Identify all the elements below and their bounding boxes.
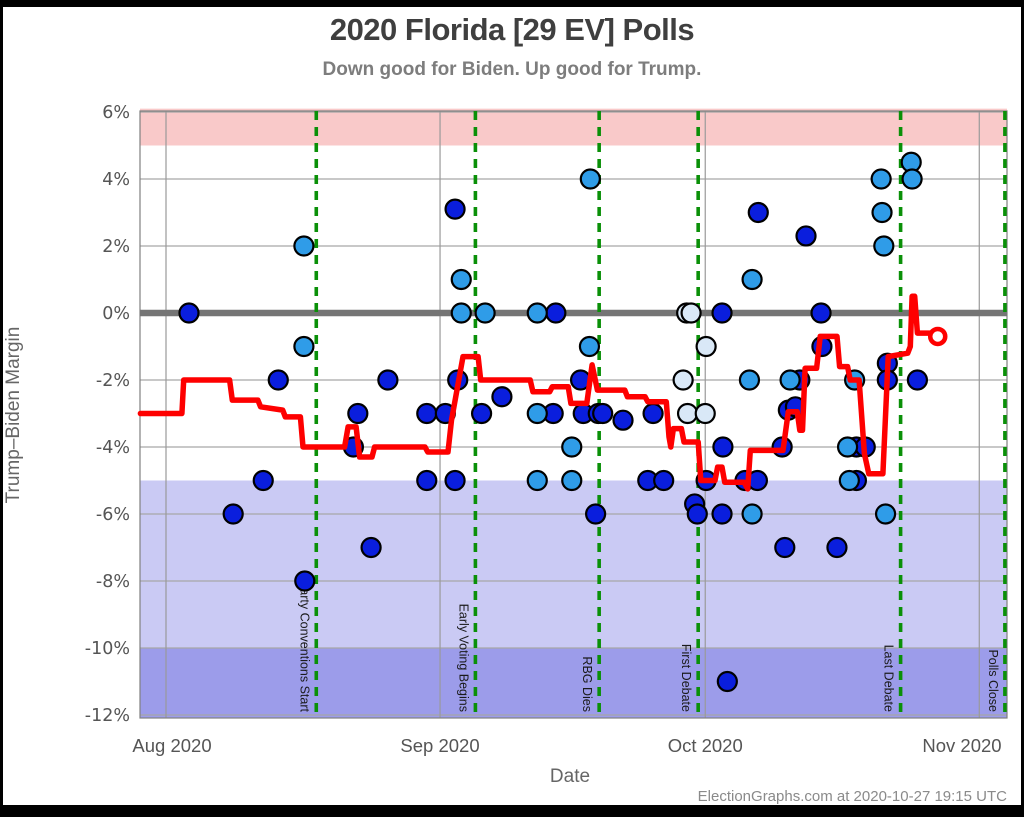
poll-point-polls-dark-blue <box>416 402 438 425</box>
event-label-last-debate: Last Debate <box>882 645 896 712</box>
poll-point-polls-dark-blue <box>416 469 438 492</box>
footer-credit: ElectionGraphs.com at 2020-10-27 19:15 U… <box>697 788 1007 805</box>
x-tick-label: Sep 2020 <box>400 735 479 756</box>
poll-point-polls-pale-blue <box>680 302 702 324</box>
poll-point-polls-light-blue <box>838 469 860 492</box>
poll-point-polls-dark-blue <box>592 402 614 425</box>
poll-point-polls-light-blue <box>579 168 601 190</box>
x-tick-label: Nov 2020 <box>922 735 1001 756</box>
poll-point-polls-light-blue <box>874 503 897 525</box>
poll-point-polls-dark-blue <box>585 503 607 525</box>
event-label-polls-close: Polls Close <box>986 649 1000 712</box>
poll-point-polls-dark-blue <box>826 536 848 559</box>
poll-point-polls-light-blue <box>836 436 859 458</box>
poll-point-polls-light-blue <box>741 268 763 291</box>
poll-point-polls-light-blue <box>526 402 548 425</box>
poll-point-polls-dark-blue <box>347 402 369 425</box>
poll-point-polls-dark-blue <box>294 570 316 592</box>
poll-point-polls-dark-blue <box>377 369 399 391</box>
poll-point-polls-dark-blue <box>795 225 817 247</box>
poll-point-polls-light-blue <box>779 369 801 391</box>
poll-point-polls-light-blue <box>561 436 583 458</box>
trend-endpoint <box>927 326 948 347</box>
poll-point-polls-light-blue <box>870 168 892 190</box>
y-tick-label: 4% <box>102 170 130 190</box>
x-tick-label: Aug 2020 <box>132 735 211 756</box>
event-label-rbg-dies: RBG Dies <box>580 656 594 712</box>
poll-point-polls-light-blue <box>873 235 895 257</box>
poll-point-polls-dark-blue <box>360 536 382 559</box>
poll-point-polls-pale-blue <box>672 369 694 391</box>
poll-point-polls-dark-blue <box>267 369 289 391</box>
poll-point-polls-dark-blue <box>716 670 738 693</box>
poll-point-polls-dark-blue <box>642 402 664 425</box>
poll-point-polls-dark-blue <box>712 436 734 458</box>
band-solid-biden-zone <box>140 648 1007 719</box>
y-tick-label: 0% <box>102 304 130 324</box>
chart-subtitle: Down good for Biden. Up good for Trump. <box>322 59 702 80</box>
y-tick-label: 6% <box>102 103 130 123</box>
poll-point-polls-light-blue <box>293 335 315 358</box>
poll-point-polls-dark-blue <box>653 469 675 492</box>
poll-point-polls-dark-blue <box>491 386 513 408</box>
y-tick-label: -4% <box>96 438 130 458</box>
poll-point-polls-light-blue <box>474 302 496 324</box>
poll-point-polls-dark-blue <box>444 198 466 220</box>
event-label-early-voting-begins: Early Voting Begins <box>456 604 470 712</box>
poll-point-polls-dark-blue <box>774 536 796 559</box>
poll-point-polls-dark-blue <box>612 409 634 431</box>
poll-point-polls-dark-blue <box>178 302 200 324</box>
poll-point-polls-dark-blue <box>906 369 929 391</box>
poll-point-polls-light-blue <box>738 369 761 391</box>
poll-point-polls-pale-blue <box>694 402 716 425</box>
x-tick-label: Oct 2020 <box>668 735 743 756</box>
y-tick-label: 2% <box>102 237 130 257</box>
poll-point-polls-light-blue <box>450 302 472 324</box>
poll-point-polls-dark-blue <box>747 201 769 224</box>
poll-point-polls-pale-blue <box>695 335 717 358</box>
right-black-edge <box>1021 0 1024 817</box>
left-black-edge <box>0 0 3 817</box>
poll-point-polls-dark-blue <box>545 302 567 324</box>
poll-point-polls-pale-blue <box>676 402 699 425</box>
trend-line <box>137 293 937 492</box>
poll-point-polls-light-blue <box>526 302 548 324</box>
poll-point-polls-light-blue <box>526 469 548 492</box>
chart-title: 2020 Florida [29 EV] Polls <box>329 12 695 47</box>
poll-point-polls-dark-blue <box>222 503 244 525</box>
y-tick-label: -12% <box>85 706 130 726</box>
event-label-first-debate: First Debate <box>679 644 693 712</box>
y-tick-label: -6% <box>96 505 130 525</box>
poll-point-polls-dark-blue <box>444 469 466 492</box>
poll-point-polls-light-blue <box>741 503 763 525</box>
poll-point-polls-dark-blue <box>711 302 733 324</box>
event-label-party-conventions-start: Party Conventions Start <box>297 580 311 713</box>
band-strong-biden-zone <box>140 480 1007 648</box>
poll-point-polls-light-blue <box>901 168 923 190</box>
poll-point-polls-light-blue <box>450 268 472 291</box>
poll-point-polls-dark-blue <box>470 402 493 425</box>
y-tick-label: -8% <box>96 572 130 592</box>
bottom-black-bar <box>0 805 1024 817</box>
y-tick-label: -10% <box>85 639 130 659</box>
x-axis-title: Date <box>549 766 591 787</box>
y-tick-label: -2% <box>96 371 130 391</box>
poll-point-polls-light-blue <box>293 235 315 257</box>
poll-point-polls-light-blue <box>578 335 601 358</box>
poll-point-polls-dark-blue <box>252 469 274 492</box>
poll-point-polls-dark-blue <box>711 503 733 525</box>
poll-point-polls-dark-blue <box>686 503 708 525</box>
poll-point-polls-light-blue <box>561 469 583 492</box>
poll-point-polls-dark-blue <box>810 302 832 324</box>
top-black-bar <box>0 0 1024 7</box>
poll-point-polls-light-blue <box>871 201 893 224</box>
band-strong-trump-zone <box>140 108 1007 146</box>
